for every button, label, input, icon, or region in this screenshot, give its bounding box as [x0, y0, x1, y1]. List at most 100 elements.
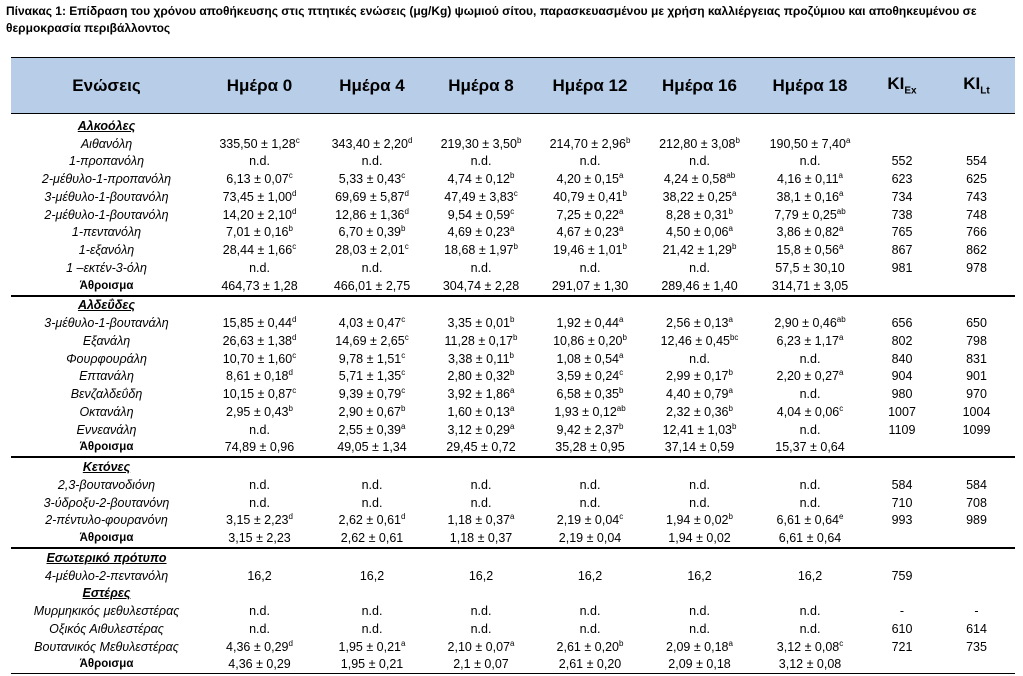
significance-letter: a: [510, 638, 515, 648]
compound-name: Άθροισμα: [79, 441, 134, 454]
cell-value: 9,39 ± 0,79: [338, 387, 402, 402]
cell-value: 219,30 ± 3,50: [440, 136, 517, 151]
value-cell: 2,61 ± 0,20b: [535, 639, 645, 654]
value-cell: n.d.: [645, 604, 754, 618]
sum-row: Άθροισμα 74,89 ± 0,96 49,05 ± 1,34 29,45 ± …: [11, 439, 1015, 458]
significance-letter: a: [619, 224, 624, 234]
cell-value: 1004: [962, 404, 991, 419]
value-cell: 343,40 ± 2,20d: [317, 136, 427, 151]
significance-letter: c: [404, 332, 409, 342]
significance-letter: e: [839, 512, 844, 522]
significance-letter: b: [516, 135, 522, 145]
cell-value: 981: [891, 260, 913, 275]
col-header-ki-ex: KIEx: [866, 74, 938, 96]
cell-value: 190,50 ± 7,40: [769, 136, 846, 151]
cell-value: 1109: [888, 422, 916, 437]
value-cell: 7,79 ± 0,25ab: [754, 207, 866, 222]
cell-value: n.d.: [689, 477, 710, 492]
col-header-label: Ημέρα 0: [226, 75, 293, 95]
value-cell: n.d.: [754, 478, 866, 492]
value-cell: n.d.: [645, 261, 754, 275]
cell-value: 335,50 ± 1,28: [219, 136, 296, 151]
cell-value: 2,19 ± 0,04: [556, 513, 620, 528]
cell-value: 6,58 ± 0,35: [556, 387, 619, 402]
cell-value: 10,70 ± 1,60: [222, 351, 293, 366]
cell-value: 12,41 ± 1,03: [662, 422, 732, 437]
value-cell: 3,15 ± 2,23: [202, 531, 317, 545]
cell-value: n.d.: [799, 495, 821, 510]
cell-value: 14,69 ± 2,65: [335, 333, 405, 348]
cell-value: 623: [891, 172, 913, 187]
cell-value: 614: [966, 621, 987, 636]
value-cell: 26,63 ± 1,38d: [202, 333, 317, 348]
value-cell: 1,18 ± 0,37a: [427, 513, 535, 528]
cell-value: 466,01 ± 2,75: [333, 278, 411, 293]
cell-value: n.d.: [579, 477, 601, 492]
table-row: Βενζαλδεΰδη 10,15 ± 0,87c 9,39 ± 0,79c 3,92…: [11, 385, 1015, 403]
value-cell: 466,01 ± 2,75: [317, 279, 427, 293]
value-cell: 1,08 ± 0,54a: [535, 351, 645, 366]
value-cell: 2,62 ± 0,61d: [317, 513, 427, 528]
value-cell: 40,79 ± 0,41b: [535, 189, 645, 204]
value-cell: 1,94 ± 0,02: [645, 531, 754, 545]
cell-value: 4,36 ± 0,29: [226, 639, 289, 654]
value-cell: 4,67 ± 0,23a: [535, 224, 645, 240]
col-header-day12: Ημέρα 12: [535, 76, 645, 96]
cell-value: 867: [891, 243, 913, 258]
col-header-label: Ενώσεις: [72, 75, 141, 95]
value-cell: 8,28 ± 0,31b: [645, 207, 754, 222]
cell-value: 3,12 ± 0,29: [447, 422, 510, 437]
value-cell: 291,07 ± 1,30: [535, 279, 645, 293]
cell-value: 610: [891, 621, 913, 636]
cell-value: 214,70 ± 2,96: [549, 136, 626, 151]
value-cell: 1,95 ± 0,21a: [317, 639, 427, 654]
col-header-label: Ημέρα 8: [448, 75, 514, 95]
table-body: Αλκοόλες Αιθανόλη 335,50 ± 1,28 c 343,40 ± 2…: [11, 114, 1015, 675]
cell-value: n.d.: [361, 495, 383, 510]
cell-value: 212,80 ± 3,08: [659, 136, 736, 151]
compound-name: 3-ύδροξυ-2-βουτανόνη: [43, 495, 170, 510]
value-cell: n.d.: [645, 496, 754, 510]
cell-value: n.d.: [799, 604, 821, 619]
ki-cell: 623: [866, 172, 938, 186]
value-cell: n.d.: [202, 423, 317, 437]
cell-value: 69,69 ± 5,87: [335, 189, 405, 204]
value-cell: 3,59 ± 0,24c: [535, 369, 645, 384]
cell-value: 901: [966, 369, 987, 384]
significance-letter: ab: [616, 403, 626, 413]
cell-value: 3,12 ± 0,08: [778, 657, 842, 672]
value-cell: 2,10 ± 0,07a: [427, 638, 535, 654]
cell-value: 16,2: [687, 568, 712, 583]
table-row: 1-πεντανόλη 7,01 ± 0,16b 6,70 ± 0,39b 4,69 …: [11, 224, 1015, 242]
value-cell: n.d.: [202, 154, 317, 168]
value-cell: 2,80 ± 0,32b: [427, 369, 535, 384]
value-cell: 3,35 ± 0,01b: [427, 316, 535, 331]
cell-value: 738: [891, 207, 913, 222]
value-cell: 4,20 ± 0,15a: [535, 172, 645, 187]
cell-value: n.d.: [361, 477, 383, 492]
value-cell: n.d.: [754, 604, 866, 618]
value-cell: 16,2: [645, 569, 754, 583]
value-cell: 2,62 ± 0,61: [317, 531, 427, 545]
cell-value: 1,95 ± 0,21: [340, 657, 404, 672]
cell-value: 49,05 ± 1,34: [337, 440, 407, 455]
cell-value: 1,18 ± 0,37: [449, 531, 513, 546]
cell-value: n.d.: [249, 604, 270, 619]
compound-name: Αιθανόλη: [80, 136, 133, 151]
value-cell: n.d.: [535, 604, 645, 618]
cell-value: n.d.: [799, 422, 821, 437]
category-label: Εσωτερικό πρότυπο: [46, 550, 167, 565]
significance-letter: d: [404, 206, 409, 216]
value-cell: n.d.: [535, 496, 645, 510]
ki-cell: 614: [938, 622, 1015, 636]
table-row: 3-μέθυλο-1-βουτανάλη 15,85 ± 0,44d 4,03 ± …: [11, 314, 1015, 332]
cell-value: 766: [966, 225, 987, 240]
significance-letter: a: [510, 386, 515, 396]
category-label: Αλκοόλες: [77, 118, 136, 133]
significance-letter: c: [619, 512, 624, 522]
value-cell: n.d.: [427, 478, 535, 492]
significance-letter: c: [404, 242, 409, 252]
value-cell: 12,86 ± 1,36d: [317, 206, 427, 222]
significance-letter: d: [288, 638, 293, 648]
table-row: Φουρφουράλη 10,70 ± 1,60c 9,78 ± 1,51c 3,38…: [11, 350, 1015, 368]
